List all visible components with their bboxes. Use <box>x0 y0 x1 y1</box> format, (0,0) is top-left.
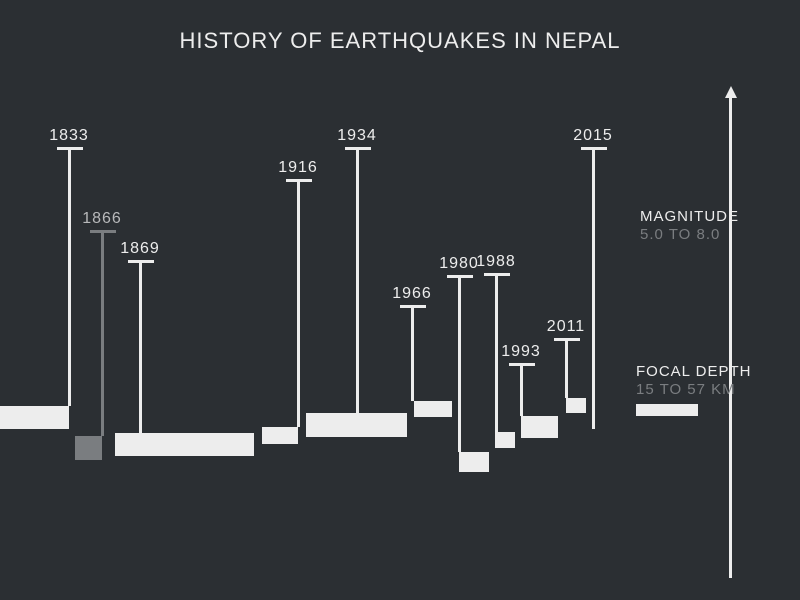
magnitude-stem <box>495 273 498 432</box>
magnitude-stem <box>458 275 461 452</box>
magnitude-range: 5.0 TO 8.0 <box>640 226 720 243</box>
magnitude-stem <box>101 230 104 436</box>
magnitude-stem <box>68 147 71 406</box>
depth-block <box>306 413 407 437</box>
magnitude-stem <box>139 260 142 433</box>
depth-block <box>459 452 489 472</box>
timeline-chart: 1833 1866 1869 1916 1934 1966 19801988 1993 2011… <box>0 0 800 600</box>
year-label: 1980 <box>439 255 479 273</box>
year-label: 2015 <box>573 127 613 145</box>
depth-block <box>115 433 254 456</box>
year-label: 1916 <box>278 159 318 177</box>
magnitude-stem <box>356 147 359 413</box>
magnitude-axis <box>729 96 732 578</box>
magnitude-stem <box>565 338 568 398</box>
magnitude-stem <box>411 305 414 401</box>
year-label: 1866 <box>82 210 122 228</box>
depth-label: FOCAL DEPTH <box>636 363 751 380</box>
depth-range: 15 TO 57 KM <box>636 381 736 398</box>
year-label: 1833 <box>49 127 89 145</box>
year-label: 1869 <box>120 240 160 258</box>
depth-block <box>0 406 69 429</box>
depth-block <box>75 436 102 460</box>
year-label: 1988 <box>476 253 516 271</box>
year-label: 1966 <box>392 285 432 303</box>
magnitude-stem <box>592 147 595 429</box>
depth-block <box>566 398 586 413</box>
magnitude-label: MAGNITUDE <box>640 208 739 225</box>
year-label: 1934 <box>337 127 377 145</box>
depth-block <box>414 401 452 417</box>
year-label: 1993 <box>501 343 541 361</box>
year-label: 2011 <box>547 318 585 336</box>
magnitude-stem <box>520 363 523 416</box>
depth-block <box>521 416 558 438</box>
depth-block <box>262 427 298 444</box>
magnitude-stem <box>297 179 300 427</box>
depth-block <box>495 432 515 448</box>
depth-legend-block <box>636 404 698 416</box>
